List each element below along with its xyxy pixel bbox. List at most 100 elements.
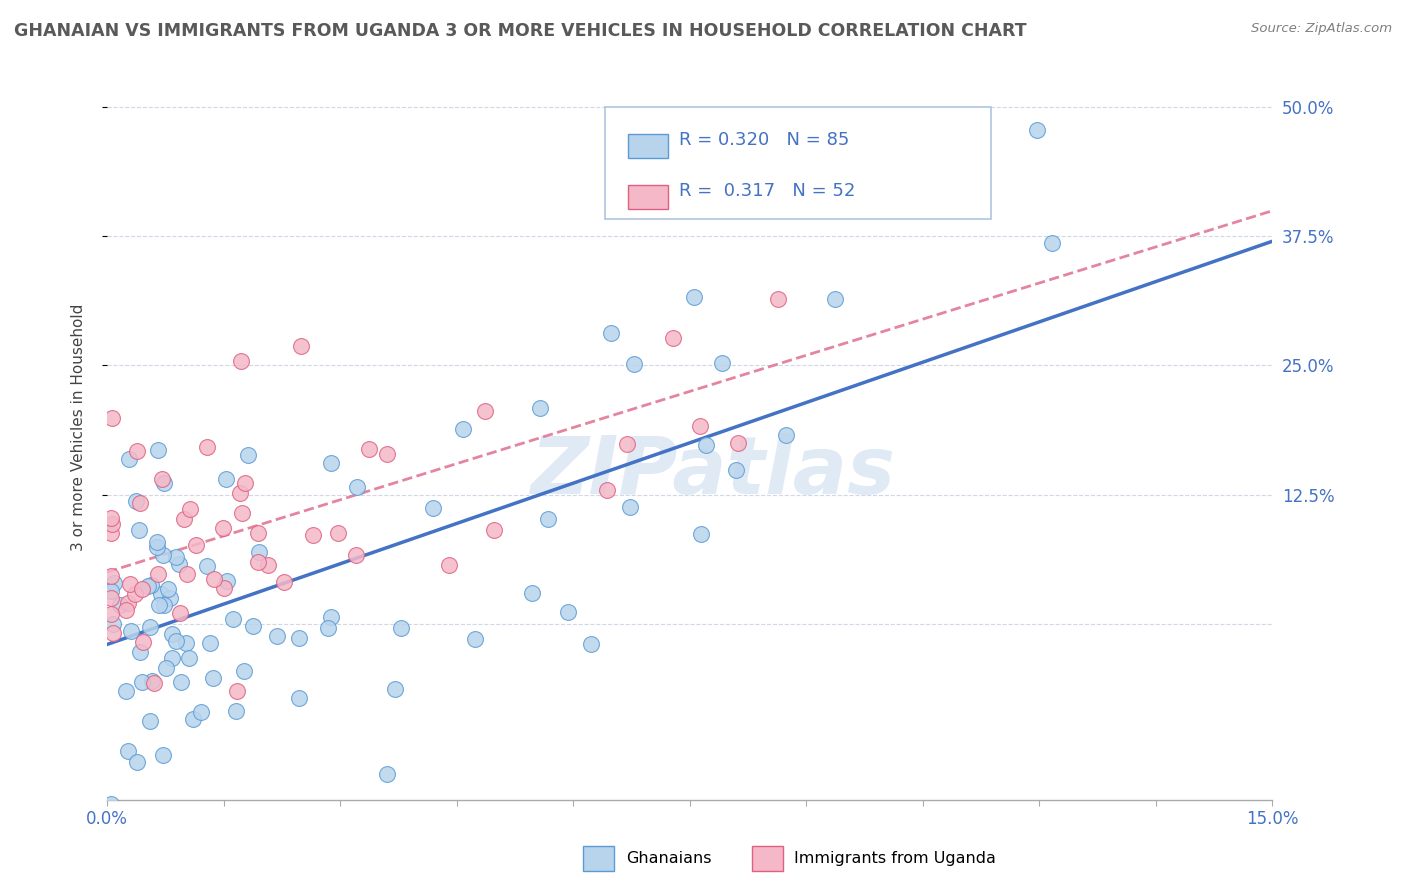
Point bbox=[229, 486, 252, 500]
Point bbox=[797, 112, 820, 126]
Point bbox=[139, 714, 162, 729]
Point bbox=[131, 675, 153, 690]
Point bbox=[131, 582, 153, 596]
Point bbox=[100, 607, 122, 622]
Point bbox=[117, 596, 139, 610]
Point bbox=[616, 437, 638, 451]
Text: R =  0.317   N = 52: R = 0.317 N = 52 bbox=[679, 182, 855, 200]
Point bbox=[115, 603, 138, 617]
Point bbox=[132, 635, 155, 649]
Point bbox=[242, 619, 264, 633]
Point bbox=[146, 566, 169, 581]
Text: ZIPatlas: ZIPatlas bbox=[530, 433, 896, 511]
Point bbox=[247, 544, 270, 558]
Point bbox=[150, 472, 173, 486]
Point bbox=[117, 743, 139, 757]
Point bbox=[103, 576, 125, 591]
Point bbox=[695, 438, 717, 452]
Point bbox=[238, 448, 260, 462]
Point bbox=[727, 435, 749, 450]
Point bbox=[319, 456, 342, 470]
Point bbox=[160, 650, 183, 665]
Point bbox=[273, 575, 295, 590]
Point bbox=[464, 632, 486, 646]
Point bbox=[662, 331, 685, 345]
Point bbox=[696, 186, 718, 200]
Point bbox=[375, 447, 398, 461]
Point bbox=[766, 293, 789, 307]
Point bbox=[170, 675, 193, 690]
Point bbox=[1040, 235, 1063, 250]
Point bbox=[152, 549, 174, 563]
Point bbox=[451, 422, 474, 436]
Point bbox=[129, 645, 152, 659]
Text: Ghanaians: Ghanaians bbox=[626, 851, 711, 865]
Point bbox=[114, 684, 136, 698]
Point bbox=[153, 475, 176, 490]
Point bbox=[153, 598, 176, 612]
Point bbox=[165, 634, 187, 648]
Point bbox=[225, 704, 247, 718]
Point bbox=[136, 579, 159, 593]
Point bbox=[128, 524, 150, 538]
Point bbox=[125, 444, 148, 458]
Point bbox=[824, 292, 846, 306]
Point bbox=[181, 712, 204, 726]
Point bbox=[231, 354, 253, 368]
Point bbox=[484, 524, 506, 538]
Point bbox=[316, 621, 339, 635]
Point bbox=[198, 635, 221, 649]
Point bbox=[290, 339, 312, 353]
Point bbox=[359, 442, 381, 457]
Point bbox=[689, 419, 711, 434]
Point bbox=[152, 747, 174, 762]
Point bbox=[100, 591, 122, 605]
Point bbox=[775, 428, 797, 442]
Point bbox=[212, 581, 235, 595]
Point bbox=[520, 585, 543, 599]
Point bbox=[222, 612, 245, 626]
Point bbox=[195, 558, 218, 573]
Point bbox=[215, 574, 238, 588]
Point bbox=[148, 598, 170, 612]
Point bbox=[288, 631, 311, 645]
Point bbox=[100, 797, 122, 811]
Point bbox=[110, 598, 132, 612]
Text: Immigrants from Uganda: Immigrants from Uganda bbox=[794, 851, 997, 865]
Point bbox=[127, 755, 149, 769]
Point bbox=[389, 621, 412, 635]
Point bbox=[173, 512, 195, 526]
Point bbox=[529, 401, 551, 416]
Point bbox=[474, 404, 496, 418]
Point bbox=[724, 463, 747, 477]
Y-axis label: 3 or more Vehicles in Household: 3 or more Vehicles in Household bbox=[72, 303, 86, 551]
Point bbox=[177, 651, 200, 665]
Point bbox=[159, 591, 181, 605]
Point bbox=[233, 476, 256, 491]
Point bbox=[246, 555, 269, 569]
Point bbox=[149, 587, 172, 601]
Point bbox=[100, 526, 122, 541]
Point bbox=[202, 572, 225, 586]
Point bbox=[156, 582, 179, 596]
Point bbox=[118, 451, 141, 466]
Point bbox=[190, 705, 212, 719]
Point bbox=[344, 549, 367, 563]
Point bbox=[321, 610, 343, 624]
Point bbox=[100, 410, 122, 425]
Point bbox=[375, 767, 398, 781]
Text: Source: ZipAtlas.com: Source: ZipAtlas.com bbox=[1251, 22, 1392, 36]
Point bbox=[600, 326, 623, 340]
Point bbox=[120, 577, 142, 591]
Point bbox=[143, 676, 166, 690]
Point bbox=[138, 620, 160, 634]
Point bbox=[101, 516, 124, 531]
Text: GHANAIAN VS IMMIGRANTS FROM UGANDA 3 OR MORE VEHICLES IN HOUSEHOLD CORRELATION C: GHANAIAN VS IMMIGRANTS FROM UGANDA 3 OR … bbox=[14, 22, 1026, 40]
Point bbox=[167, 557, 190, 571]
Point bbox=[231, 506, 253, 520]
Point bbox=[103, 886, 125, 892]
Point bbox=[195, 441, 218, 455]
Point bbox=[202, 671, 225, 685]
Point bbox=[232, 665, 254, 679]
Point bbox=[288, 691, 311, 706]
